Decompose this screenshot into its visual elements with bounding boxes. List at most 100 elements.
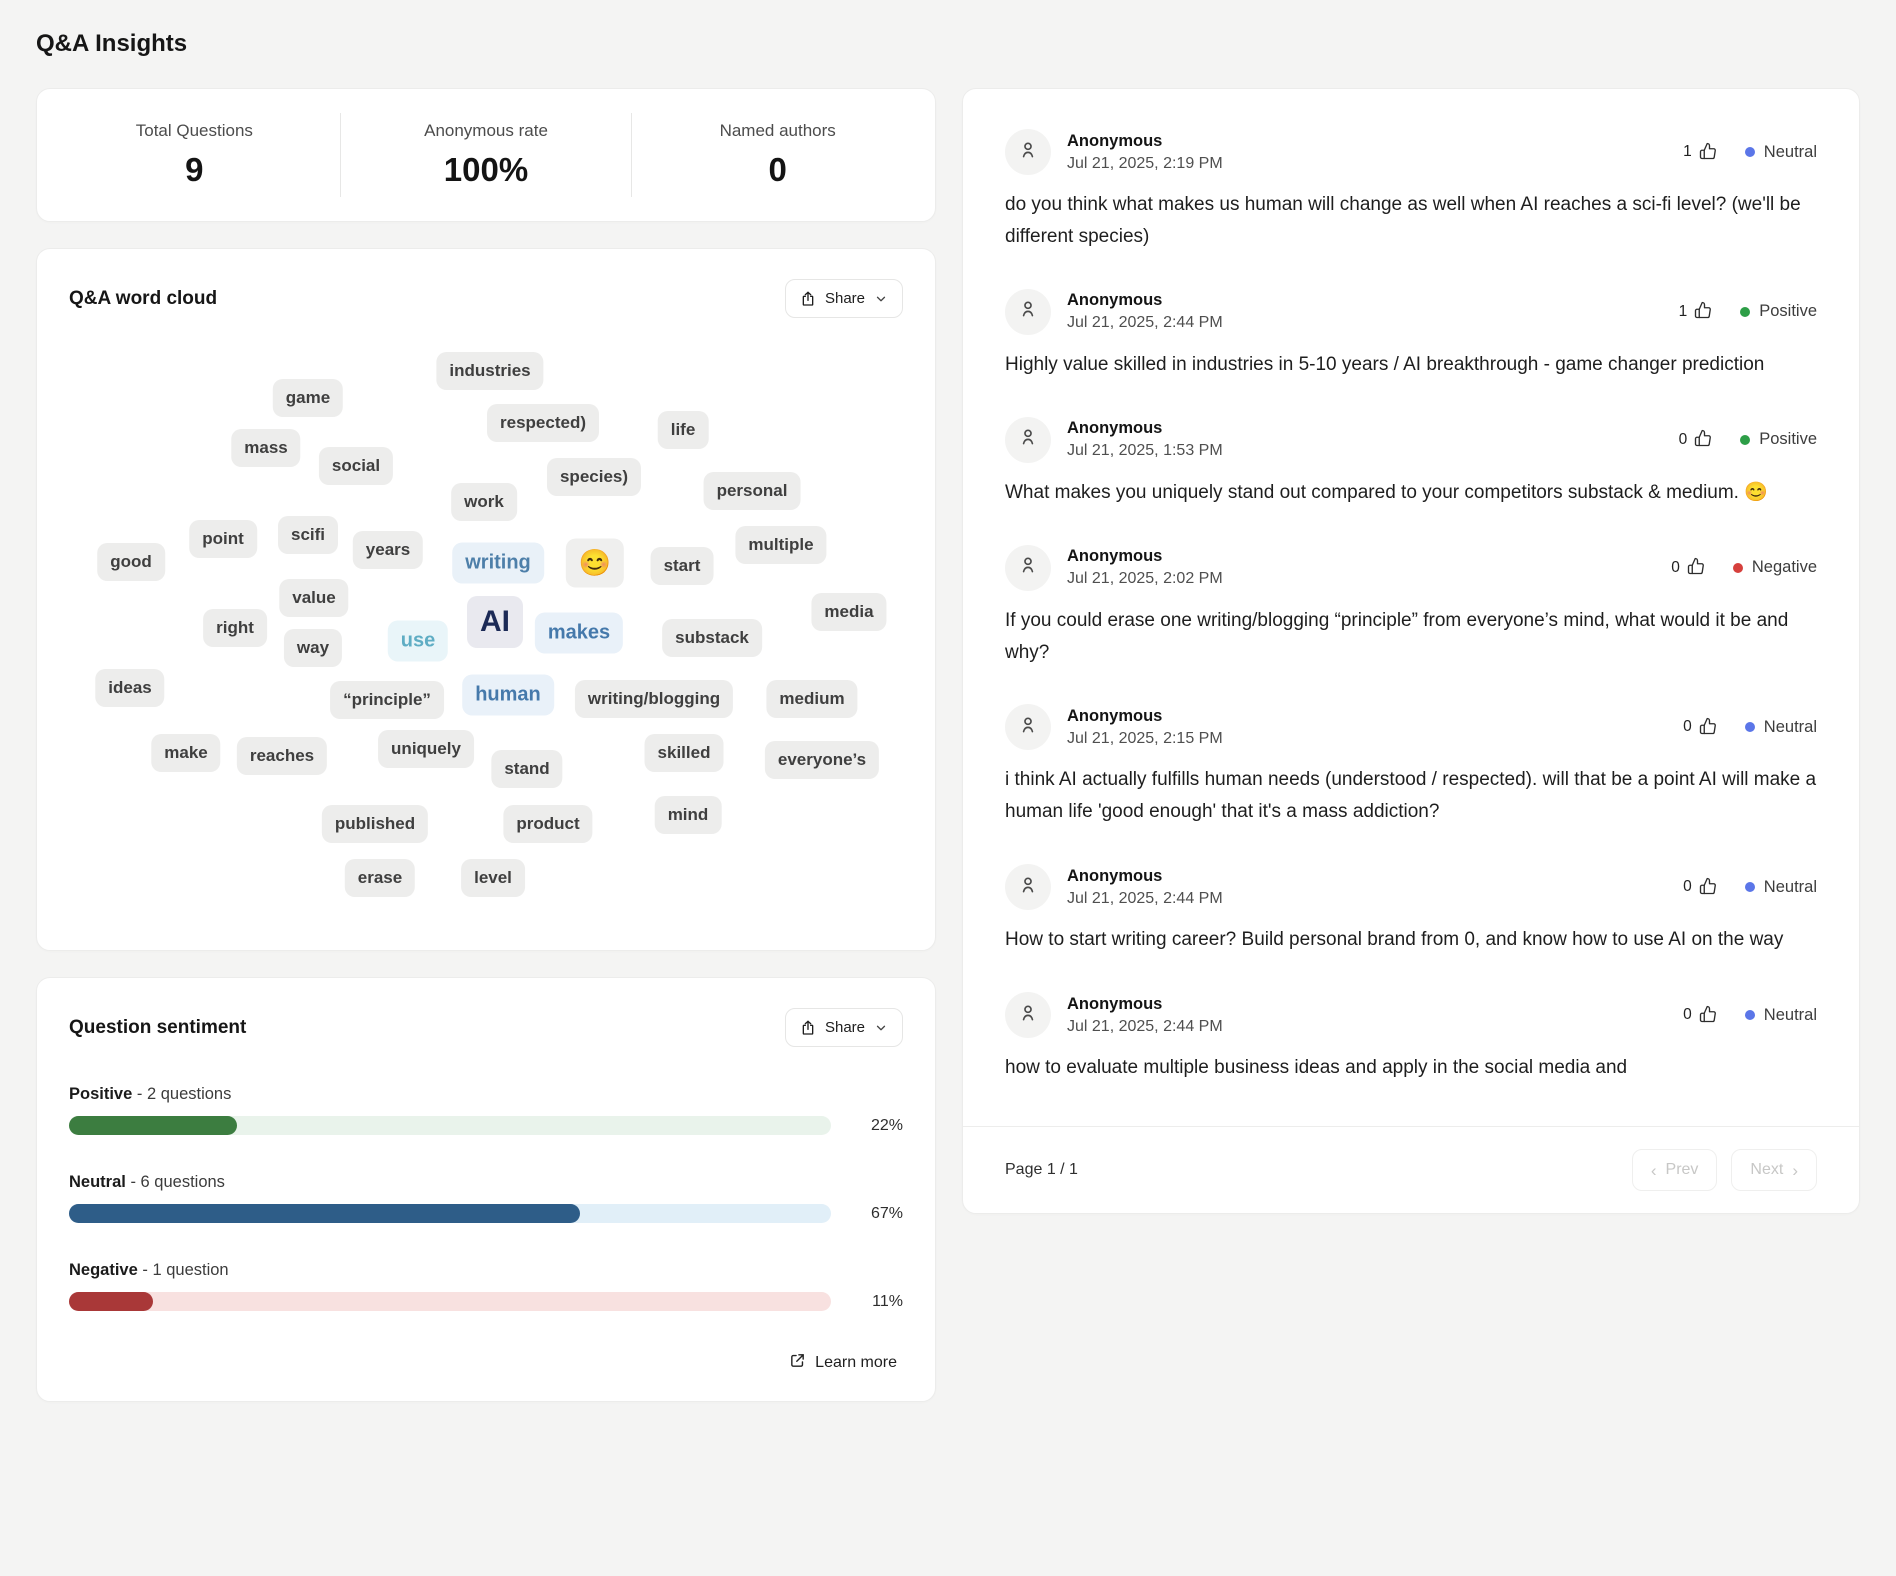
question-timestamp: Jul 21, 2025, 2:44 PM: [1067, 1017, 1223, 1035]
word-cloud-pill: media: [811, 593, 887, 631]
word-cloud-pill: make: [151, 734, 221, 772]
avatar: [1005, 992, 1051, 1039]
thumbs-up-icon: [1694, 302, 1712, 319]
sentiment-bar-line: 67%: [69, 1204, 903, 1223]
stats-row: Total Questions 9 Anonymous rate 100% Na…: [49, 113, 923, 197]
question-text: Highly value skilled in industries in 5-…: [1005, 353, 1765, 375]
stat-value: 100%: [443, 151, 529, 188]
word-cloud-pill: point: [189, 520, 257, 558]
prev-button-label: Prev: [1665, 1161, 1699, 1179]
word-cloud-pill: ideas: [95, 669, 165, 707]
sentiment-title: Question sentiment: [69, 1016, 247, 1038]
question-author: Anonymous: [1067, 866, 1163, 885]
question-author: Anonymous: [1067, 291, 1163, 310]
sentiment-dot-icon: [1744, 147, 1755, 157]
sentiment-badge-label: Neutral: [1763, 877, 1817, 896]
thumbs-up-icon: [1699, 1005, 1717, 1023]
question-text: do you think what makes us human will ch…: [1005, 194, 1801, 247]
word-cloud-pill: writing/blogging: [574, 680, 734, 718]
left-column: Total Questions 9 Anonymous rate 100% Na…: [36, 88, 936, 1402]
word-cloud-pill: stand: [491, 750, 563, 788]
word-cloud-share-button[interactable]: Share: [784, 279, 903, 318]
chevron-left-icon: ‹: [1650, 1160, 1657, 1180]
word-cloud-pill: right: [203, 609, 267, 647]
sentiment-bar-line: 11%: [69, 1292, 903, 1311]
word-cloud-pill: mind: [654, 796, 722, 834]
word-cloud-pill: good: [97, 543, 165, 581]
sentiment-badge: Neutral: [1744, 877, 1817, 897]
question-meta: 1 Positive: [1679, 302, 1817, 321]
qa-insights-page: Q&A Insights Total Questions 9 Anonymous…: [36, 30, 1860, 1402]
sentiment-row-label-line: Positive - 2 questions: [69, 1085, 903, 1104]
sentiment-percent: 11%: [872, 1292, 903, 1310]
question-item: Anonymous Jul 21, 2025, 2:02 PM 0 Negati…: [1005, 544, 1817, 669]
sentiment-row-label-line: Neutral - 6 questions: [69, 1173, 903, 1192]
sentiment-row-label: Neutral: [69, 1173, 126, 1191]
word-cloud-pill: product: [503, 805, 593, 843]
thumbs-up-icon: [1699, 717, 1717, 735]
like-count: 0: [1678, 430, 1688, 448]
sentiment-share-button[interactable]: Share: [784, 1008, 903, 1047]
learn-more-row: Learn more: [69, 1351, 903, 1375]
question-item: Anonymous Jul 21, 2025, 2:44 PM 0 Neutra…: [1005, 864, 1817, 956]
person-icon: [1017, 554, 1039, 581]
like-button[interactable]: 0: [1678, 430, 1713, 449]
sentiment-dot-icon: [1744, 1010, 1755, 1021]
word-cloud-card: Q&A word cloud Share industries game res…: [36, 248, 936, 951]
sentiment-dot-icon: [1740, 306, 1751, 317]
sentiment-row-label: Negative: [69, 1261, 138, 1279]
question-meta: 0 Neutral: [1683, 877, 1817, 897]
word-cloud-pill: substack: [662, 619, 762, 657]
sentiment-row: Positive - 2 questions 22%: [69, 1085, 903, 1135]
stat-label: Named authors: [719, 121, 836, 140]
question-timestamp: Jul 21, 2025, 2:19 PM: [1067, 154, 1223, 172]
page-indicator: Page 1 / 1: [1005, 1161, 1078, 1179]
sentiment-bar-fill: [69, 1292, 153, 1311]
word-cloud-pill: makes: [534, 612, 624, 654]
question-text: i think AI actually fulfills human needs…: [1005, 769, 1817, 823]
like-button[interactable]: 1: [1683, 142, 1717, 161]
learn-more-link[interactable]: Learn more: [783, 1351, 903, 1375]
sentiment-header: Question sentiment Share: [69, 1008, 903, 1047]
like-button[interactable]: 0: [1683, 877, 1717, 896]
share-icon: [800, 291, 816, 307]
question-meta: 0 Neutral: [1683, 1005, 1817, 1025]
question-meta: 0 Neutral: [1683, 717, 1817, 737]
sentiment-bar-fill: [69, 1204, 580, 1223]
pagination: Page 1 / 1 ‹ Prev Next ›: [963, 1126, 1859, 1213]
like-button[interactable]: 0: [1671, 557, 1705, 577]
sentiment-row-count: - 1 question: [142, 1261, 229, 1279]
question-author-block: Anonymous Jul 21, 2025, 2:44 PM: [1067, 291, 1663, 332]
pagination-buttons: ‹ Prev Next ›: [1631, 1149, 1817, 1192]
prev-button[interactable]: ‹ Prev: [1631, 1149, 1718, 1192]
word-cloud-pill: level: [461, 859, 525, 897]
word-cloud-pill: species): [546, 458, 642, 496]
like-button[interactable]: 0: [1683, 1005, 1717, 1024]
like-button[interactable]: 1: [1679, 302, 1713, 321]
question-timestamp: Jul 21, 2025, 1:53 PM: [1067, 442, 1223, 460]
question-text: What makes you uniquely stand out compar…: [1005, 481, 1768, 503]
word-cloud-pill: personal: [703, 472, 801, 510]
question-header: Anonymous Jul 21, 2025, 2:44 PM 1 Positi…: [1005, 288, 1817, 335]
questions-list: Anonymous Jul 21, 2025, 2:19 PM 1 Neutra…: [963, 89, 1859, 1126]
person-icon: [1017, 714, 1039, 741]
sentiment-badge: Negative: [1732, 558, 1817, 577]
sentiment-badge-label: Negative: [1751, 558, 1817, 577]
question-author: Anonymous: [1067, 419, 1163, 438]
word-cloud-pill: years: [352, 531, 424, 569]
word-cloud-pill: work: [451, 483, 517, 521]
question-author-block: Anonymous Jul 21, 2025, 2:02 PM: [1067, 547, 1655, 588]
main-columns: Total Questions 9 Anonymous rate 100% Na…: [36, 88, 1860, 1402]
next-button[interactable]: Next ›: [1731, 1149, 1817, 1192]
question-header: Anonymous Jul 21, 2025, 2:44 PM 0 Neutra…: [1005, 864, 1817, 911]
question-author: Anonymous: [1067, 547, 1163, 566]
sentiment-percent: 22%: [870, 1116, 903, 1134]
question-timestamp: Jul 21, 2025, 2:44 PM: [1067, 889, 1223, 907]
question-author: Anonymous: [1067, 706, 1163, 725]
sentiment-bar-track: [69, 1116, 831, 1135]
avatar: [1005, 704, 1051, 751]
word-cloud-pill: human: [462, 674, 554, 716]
like-button[interactable]: 0: [1683, 717, 1717, 736]
sentiment-row: Negative - 1 question 11%: [69, 1261, 903, 1311]
person-icon: [1017, 298, 1039, 325]
